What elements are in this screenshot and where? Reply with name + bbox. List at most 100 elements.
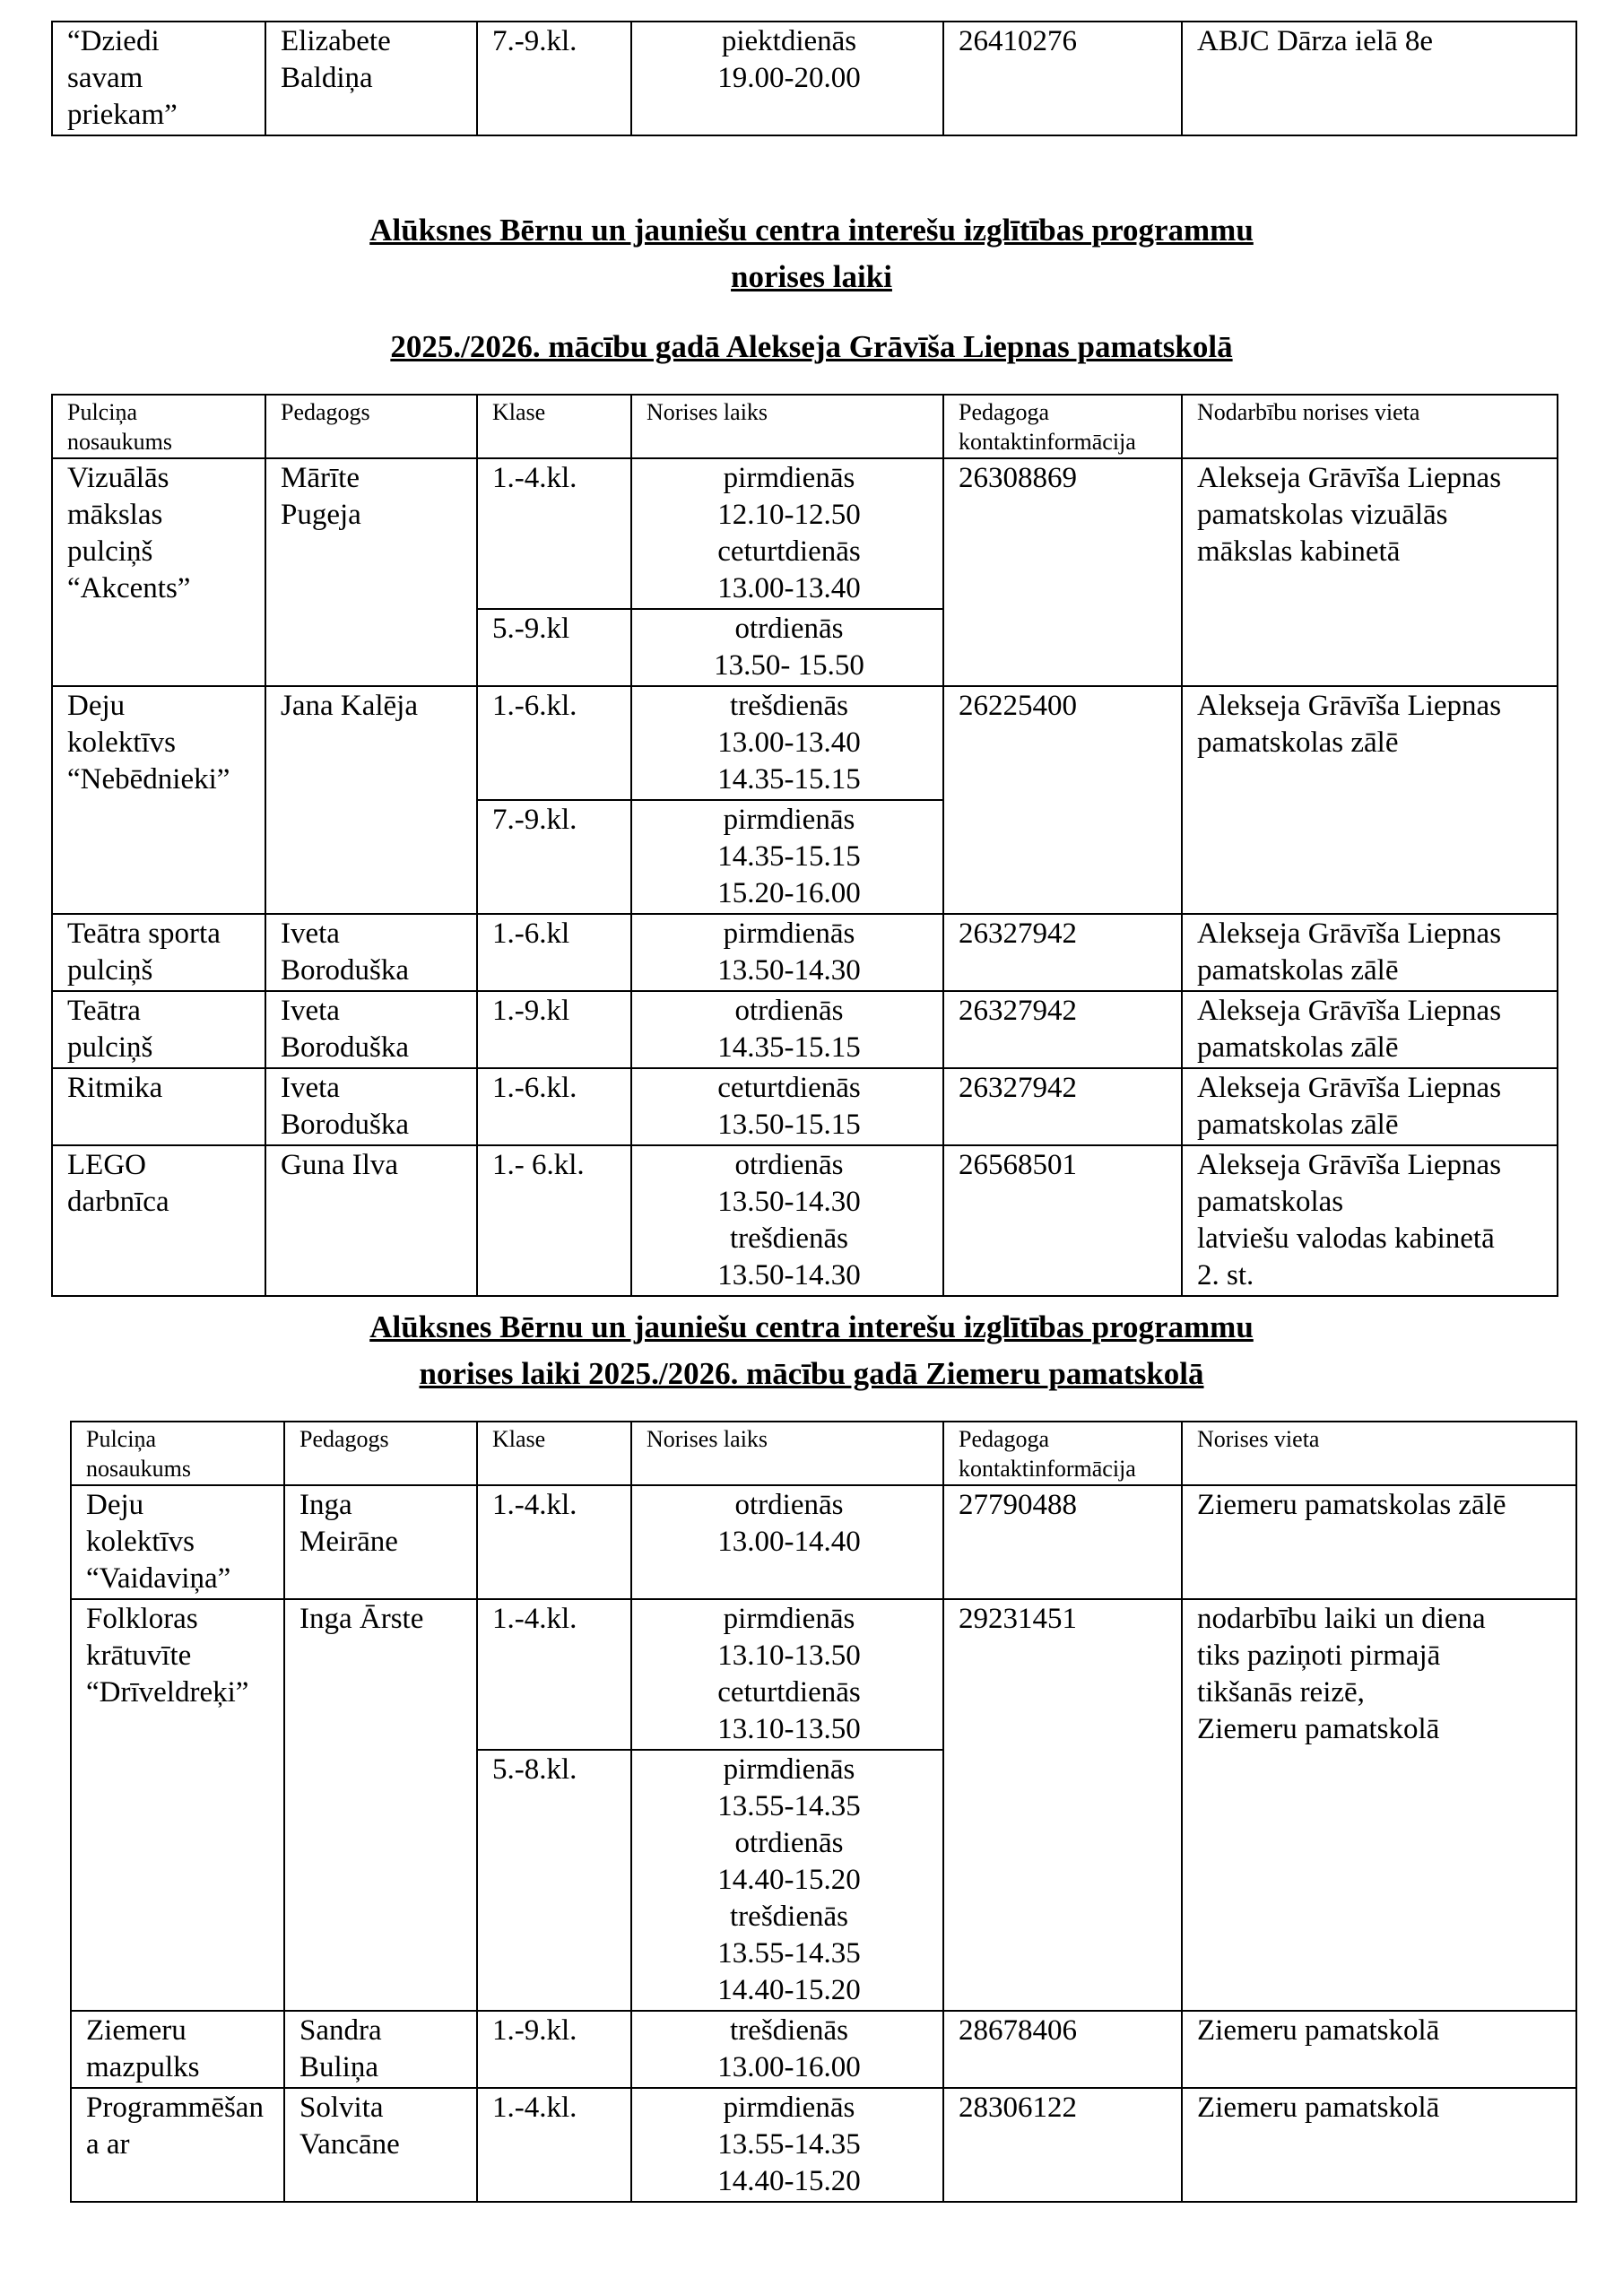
teacher-phone: 26568501: [942, 1144, 1183, 1297]
table-row: Ritmika Iveta Boroduška 1.-6.kl. ceturtdien…: [51, 1067, 1558, 1146]
teacher-name: Inga Meirāne: [283, 1484, 478, 1600]
teacher-phone: 27790488: [942, 1484, 1183, 1600]
session-location: Alekseja Grāvīša Liepnas pamatskolas zāl…: [1181, 990, 1558, 1069]
session-times: pirmdienās 14.35-15.15 15.20-16.00: [630, 799, 944, 915]
table-row: Programmēšan a ar Solvita Vancāne 1.-4.kl.…: [70, 2087, 1577, 2203]
teacher-name: Iveta Boroduška: [265, 913, 478, 992]
session-times: pirmdienās 13.50-14.30: [630, 913, 944, 992]
class-range: 7.-9.kl.: [476, 799, 632, 915]
table-row: Ziemeru mazpulks Sandra Buliņa 1.-9.kl. tre…: [70, 2010, 1577, 2089]
teacher-phone: 26327942: [942, 990, 1183, 1069]
class-range: 1.- 6.kl.: [476, 1144, 632, 1297]
teacher-phone: 28306122: [942, 2087, 1183, 2203]
class-range: 1.-4.kl.: [476, 1598, 632, 1751]
teacher-phone: 26410276: [942, 21, 1183, 136]
class-range: 1.-4.kl.: [476, 2087, 632, 2203]
club-name: Folkloras krātuvīte “Drīveldreķi”: [70, 1598, 285, 2012]
table-row: “Dziedi savam priekam” Elizabete Baldiņa 7…: [51, 21, 1577, 136]
session-times: pirmdienās 13.55-14.35 otrdienās 14.40-1…: [630, 1749, 944, 2012]
heading-ziemeri-line-2: norises laiki 2025./2026. mācību gadā Zi…: [419, 1356, 1204, 1391]
table-row: Deju kolektīvs “Vaidaviņa” Inga Meirāne 1…: [70, 1484, 1577, 1600]
teacher-name: Jana Kalēja: [265, 685, 478, 915]
club-name: Deju kolektīvs “Vaidaviņa”: [70, 1484, 285, 1600]
session-times: otrdienās 14.35-15.15: [630, 990, 944, 1069]
header-row: Pulciņa nosaukums Pedagogs Klase Norises la…: [70, 1421, 1577, 1486]
column-header: Klase: [476, 394, 632, 459]
session-location: ABJC Dārza ielā 8e: [1181, 21, 1577, 136]
session-location: Ziemeru pamatskolā: [1181, 2010, 1577, 2089]
session-times: otrdienās 13.50- 15.50: [630, 608, 944, 687]
session-times: trešdienās 13.00-16.00: [630, 2010, 944, 2089]
header-row: Pulciņa nosaukums Pedagogs Klase Norises la…: [51, 394, 1558, 459]
club-name: Deju kolektīvs “Nebēdnieki”: [51, 685, 266, 915]
class-range: 1.-4.kl.: [476, 1484, 632, 1600]
teacher-name: Iveta Boroduška: [265, 1067, 478, 1146]
table-row: LEGO darbnīca Guna Ilva 1.- 6.kl. otrdienās…: [51, 1144, 1558, 1297]
column-header: Klase: [476, 1421, 632, 1486]
column-header: Nodarbību norises vieta: [1181, 394, 1558, 459]
column-header: Pulciņa nosaukums: [70, 1421, 285, 1486]
teacher-name: Elizabete Baldiņa: [265, 21, 478, 136]
session-times: ceturtdienās 13.50-15.15: [630, 1067, 944, 1146]
heading-liepna-line-2: norises laiki: [731, 259, 892, 294]
class-range: 5.-8.kl.: [476, 1749, 632, 2012]
club-name: Ziemeru mazpulks: [70, 2010, 285, 2089]
teacher-phone: 26327942: [942, 913, 1183, 992]
teacher-name: Sandra Buliņa: [283, 2010, 478, 2089]
club-name: Vizuālās mākslas pulciņš “Akcents”: [51, 457, 266, 687]
column-header: Pedagogs: [283, 1421, 478, 1486]
schedule-table-ziemeri: Pulciņa nosaukums Pedagogs Klase Norises la…: [70, 1421, 1577, 2203]
session-location: Ziemeru pamatskolas zālē: [1181, 1484, 1577, 1600]
teacher-phone: 26308869: [942, 457, 1183, 687]
session-location: Alekseja Grāvīša Liepnas pamatskolas viz…: [1181, 457, 1558, 687]
teacher-name: Inga Ārste: [283, 1598, 478, 2012]
session-times: pirmdienās 13.55-14.35 14.40-15.20: [630, 2087, 944, 2203]
club-name: Teātra sporta pulciņš: [51, 913, 266, 992]
session-location: Alekseja Grāvīša Liepnas pamatskolas zāl…: [1181, 685, 1558, 915]
teacher-phone: 26225400: [942, 685, 1183, 915]
teacher-name: Solvita Vancāne: [283, 2087, 478, 2203]
session-location: Alekseja Grāvīša Liepnas pamatskolas zāl…: [1181, 913, 1558, 992]
heading-liepna-line-3: 2025./2026. mācību gadā Alekseja Grāvīša…: [390, 329, 1233, 364]
session-times: pirmdienās 12.10-12.50 ceturtdienās 13.0…: [630, 457, 944, 610]
class-range: 1.-9.kl: [476, 990, 632, 1069]
table-row: 5.-8.kl. pirmdienās 13.55-14.35 otrdienās…: [71, 1749, 1576, 2012]
session-times: trešdienās 13.00-13.40 14.35-15.15: [630, 685, 944, 801]
class-range: 7.-9.kl.: [476, 21, 632, 136]
club-name: Teātra pulciņš: [51, 990, 266, 1069]
table-row: Teātra pulciņš Iveta Boroduška 1.-9.kl otrd…: [51, 990, 1558, 1069]
schedule-table-liepna: Pulciņa nosaukums Pedagogs Klase Norises la…: [51, 394, 1558, 1297]
club-name: Ritmika: [51, 1067, 266, 1146]
class-range: 5.-9.kl: [476, 608, 632, 687]
column-header: Norises vieta: [1181, 1421, 1577, 1486]
column-header: Pedagoga kontaktinformācija: [942, 394, 1183, 459]
club-name: Programmēšan a ar: [70, 2087, 285, 2203]
table-row: Folkloras krātuvīte “Drīveldreķi” Inga Ār…: [70, 1598, 1577, 2012]
schedule-table-abjc: “Dziedi savam priekam” Elizabete Baldiņa 7…: [51, 21, 1577, 136]
class-range: 1.-9.kl.: [476, 2010, 632, 2089]
class-range: 1.-6.kl: [476, 913, 632, 992]
table-row: Teātra sporta pulciņš Iveta Boroduška 1.-6…: [51, 913, 1558, 992]
session-times: pirmdienās 13.10-13.50 ceturtdienās 13.1…: [630, 1598, 944, 1751]
teacher-name: Guna Ilva: [265, 1144, 478, 1297]
column-header: Pedagoga kontaktinformācija: [942, 1421, 1183, 1486]
session-times: otrdienās 13.00-14.40: [630, 1484, 944, 1600]
session-location: nodarbību laiki un diena tiks paziņoti p…: [1181, 1598, 1577, 2012]
column-header: Pedagogs: [265, 394, 478, 459]
teacher-phone: 26327942: [942, 1067, 1183, 1146]
teacher-phone: 29231451: [942, 1598, 1183, 2012]
column-header: Norises laiks: [630, 394, 944, 459]
column-header: Pulciņa nosaukums: [51, 394, 266, 459]
session-location: Alekseja Grāvīša Liepnas pamatskolas lat…: [1181, 1144, 1558, 1297]
heading-liepna-line-1: Alūksnes Bērnu un jauniešu centra intere…: [369, 213, 1254, 248]
club-name: LEGO darbnīca: [51, 1144, 266, 1297]
teacher-name: Iveta Boroduška: [265, 990, 478, 1069]
column-header: Norises laiks: [630, 1421, 944, 1486]
teacher-name: Mārīte Pugeja: [265, 457, 478, 687]
session-times: otrdienās 13.50-14.30 trešdienās 13.50-1…: [630, 1144, 944, 1297]
class-range: 1.-6.kl.: [476, 685, 632, 801]
class-range: 1.-6.kl.: [476, 1067, 632, 1146]
class-range: 1.-4.kl.: [476, 457, 632, 610]
teacher-phone: 28678406: [942, 2010, 1183, 2089]
heading-ziemeri-line-1: Alūksnes Bērnu un jauniešu centra intere…: [369, 1309, 1254, 1344]
